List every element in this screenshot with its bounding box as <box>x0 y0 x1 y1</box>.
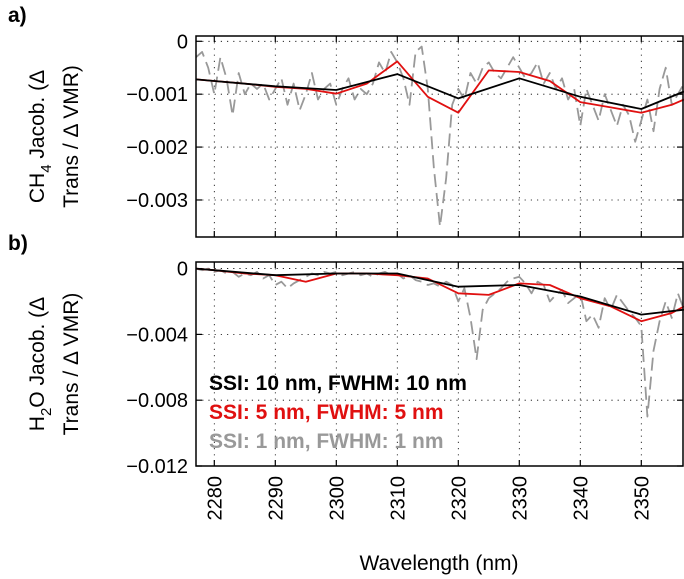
panel-a: 0 −0.001 −0.002 −0.003 a) CH4 Jacob. (Δ Trans … <box>8 4 684 238</box>
x-axis-label: Wavelength (nm) <box>359 552 518 575</box>
series-line-gray <box>196 267 684 418</box>
y-axis-label: CH4 Jacob. (Δ <box>26 70 55 203</box>
y-axis-label: Trans / Δ VMR) <box>60 293 83 436</box>
x-tick-label: 2310 <box>387 476 409 521</box>
x-tick-label: 2290 <box>265 476 287 521</box>
axes-frame <box>195 35 684 238</box>
x-tick-label: 2320 <box>448 476 470 521</box>
y-tick-label: −0.001 <box>126 84 188 106</box>
y-axis-label: Trans / Δ VMR) <box>60 65 83 208</box>
y-tick-label: −0.012 <box>126 456 188 478</box>
x-tick-label: 2340 <box>570 476 592 521</box>
series-line-black <box>196 267 684 316</box>
series-line-red <box>196 60 684 114</box>
y-tick-label: 0 <box>177 31 188 53</box>
series-line-black <box>196 73 684 110</box>
legend: SSI: 10 nm, FWHM: 10 nm SSI: 5 nm, FWHM: … <box>209 372 467 453</box>
x-tick-label: 2300 <box>326 476 348 521</box>
x-tick-label: 2330 <box>509 476 531 521</box>
series-line-gray <box>196 45 684 228</box>
axes-frame <box>195 261 684 467</box>
legend-entry: SSI: 10 nm, FWHM: 10 nm <box>209 372 467 395</box>
panel-b: 0 −0.004 −0.008 −0.012 2280 2290 2300 2310 2320 2… <box>8 232 684 521</box>
x-tick-label: 2280 <box>204 476 226 521</box>
y-tick-label: 0 <box>177 259 188 281</box>
legend-entry: SSI: 1 nm, FWHM: 1 nm <box>209 430 444 453</box>
y-tick-label: −0.002 <box>126 137 188 159</box>
panel-label: a) <box>8 4 27 27</box>
x-tick-label: 2350 <box>631 476 653 521</box>
y-tick-label: −0.003 <box>126 190 188 212</box>
legend-entry: SSI: 5 nm, FWHM: 5 nm <box>209 401 444 424</box>
y-axis-label: H2O Jacob. (Δ <box>26 297 55 431</box>
y-tick-label: −0.008 <box>126 390 188 412</box>
y-tick-label: −0.004 <box>126 324 188 346</box>
panel-label: b) <box>8 232 28 255</box>
